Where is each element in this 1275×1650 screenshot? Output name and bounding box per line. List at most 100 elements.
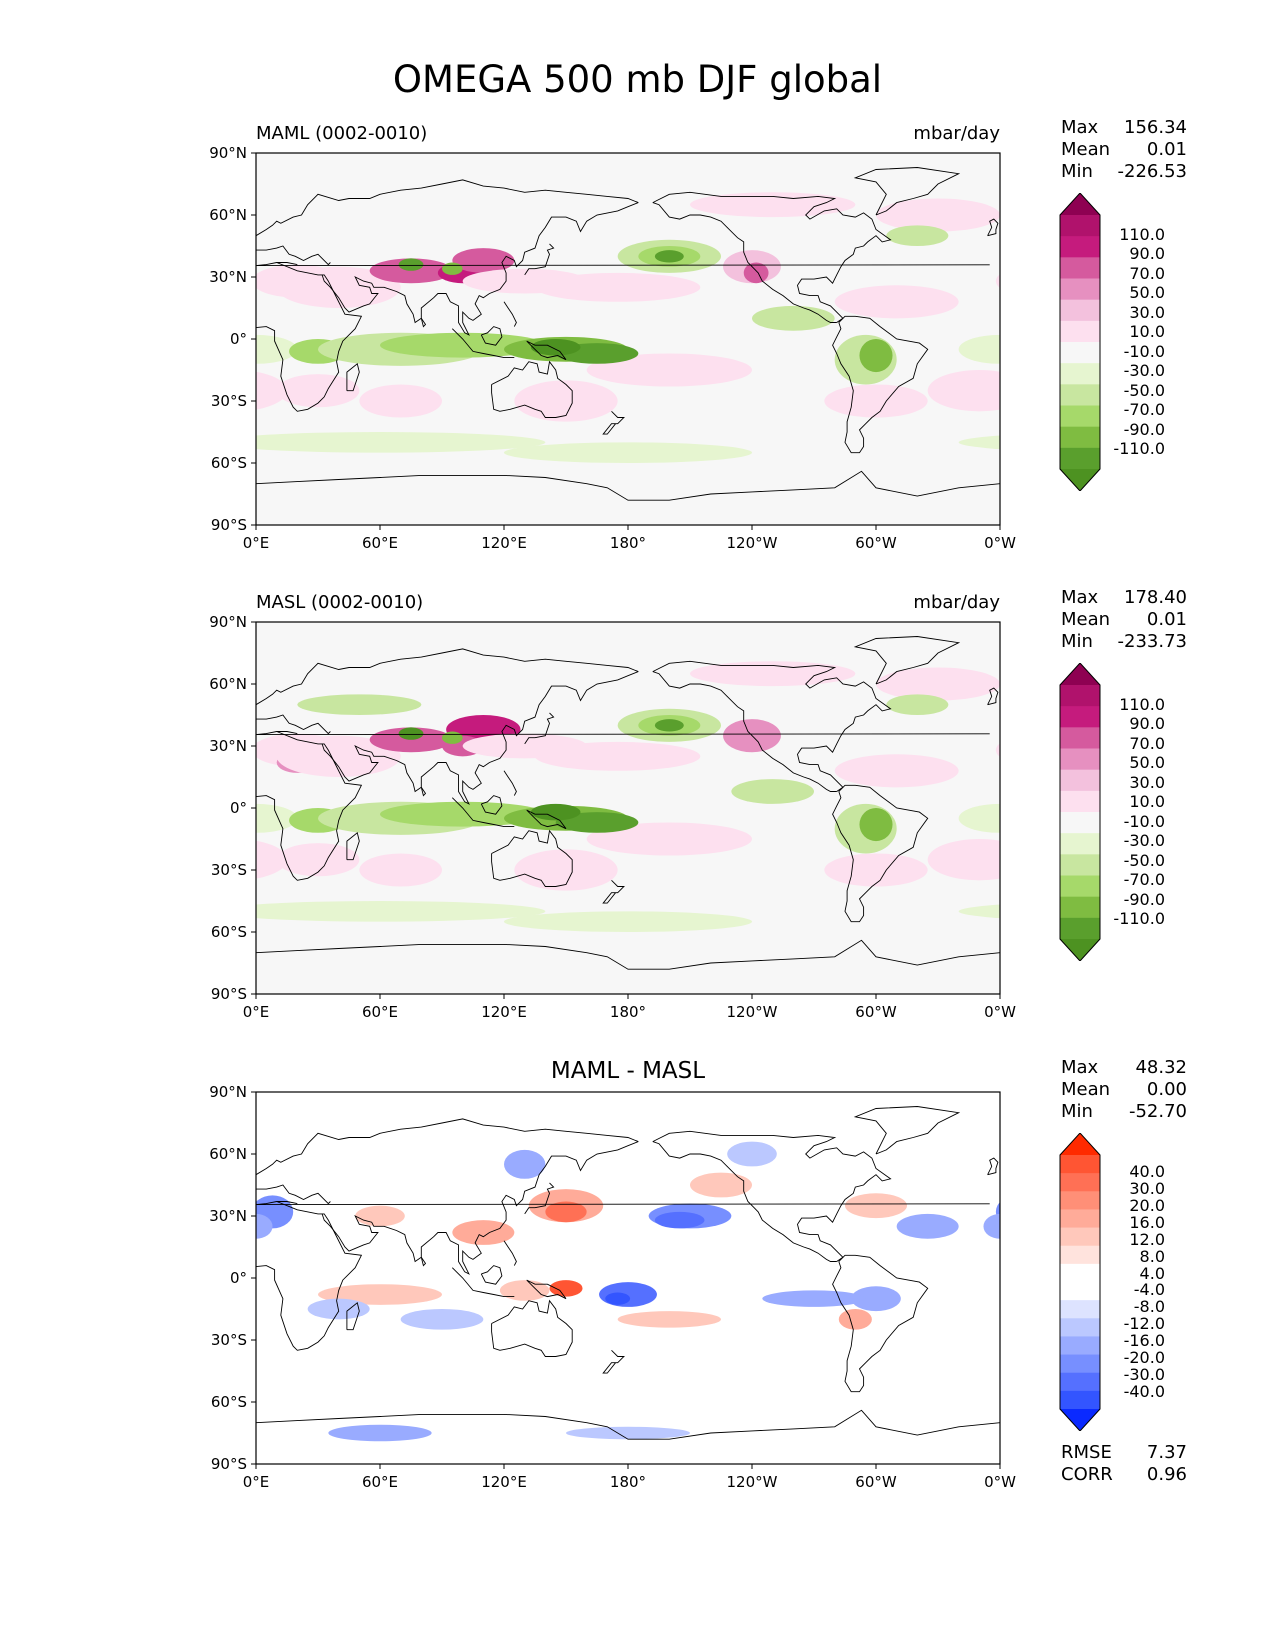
colorbar-segment bbox=[1060, 1173, 1100, 1192]
colorbar-extend-min bbox=[1060, 1409, 1100, 1431]
contour-region bbox=[586, 353, 752, 387]
colorbar-segment bbox=[1060, 384, 1100, 406]
panel-1-stats: Max 156.34 Mean 0.01 Min -226.53 bbox=[1061, 117, 1187, 183]
coastline bbox=[451, 328, 515, 359]
coastline bbox=[491, 829, 573, 887]
colorbar-tick-label: -16.0 bbox=[1123, 1331, 1165, 1351]
lon-tick-label: 0°W bbox=[984, 534, 1016, 552]
contour-region bbox=[876, 667, 1000, 701]
coastline bbox=[526, 809, 567, 830]
colorbar-segment bbox=[1060, 278, 1100, 301]
coastline bbox=[491, 1299, 573, 1357]
coastline bbox=[256, 648, 639, 706]
contour-region bbox=[328, 1424, 432, 1442]
contour-region bbox=[297, 694, 422, 715]
contour-region bbox=[380, 332, 546, 358]
contour-region bbox=[359, 853, 442, 887]
coastline bbox=[256, 245, 331, 266]
lon-tick-label: 120°E bbox=[481, 1003, 527, 1021]
contour-region bbox=[400, 1309, 484, 1330]
contour-region bbox=[586, 822, 752, 856]
coastline bbox=[256, 1409, 1000, 1440]
stat-min-label: Min bbox=[1061, 1101, 1093, 1122]
lon-tick-label: 60°W bbox=[855, 1003, 897, 1021]
colorbar-extend-max bbox=[1060, 1133, 1100, 1155]
contour-region bbox=[452, 1220, 515, 1245]
colorbar-tick-label: -20.0 bbox=[1123, 1348, 1165, 1368]
contour-region bbox=[958, 435, 1000, 450]
contour-region bbox=[654, 719, 684, 732]
corr-value: 0.96 bbox=[1146, 1464, 1187, 1485]
colorbar-segment bbox=[1060, 447, 1100, 470]
stat-mean-value: 0.00 bbox=[1146, 1079, 1187, 1100]
contour-region bbox=[256, 1213, 273, 1239]
lat-tick-label: 90°S bbox=[211, 1455, 247, 1473]
lon-tick-label: 0°E bbox=[243, 1003, 270, 1021]
contour-region bbox=[654, 1211, 705, 1229]
stat-max-value: 178.40 bbox=[1124, 587, 1187, 608]
contour-region bbox=[504, 1149, 546, 1179]
coastline bbox=[526, 340, 567, 361]
colorbar-extend-max bbox=[1060, 193, 1100, 215]
lon-tick-label: 0°W bbox=[984, 1473, 1016, 1491]
colorbar-segment bbox=[1060, 342, 1100, 364]
coastline bbox=[256, 179, 639, 237]
colorbar-tick-label: 30.0 bbox=[1129, 1178, 1165, 1198]
contour-region bbox=[256, 432, 546, 453]
lat-tick-label: 0° bbox=[230, 799, 247, 817]
colorbar-tick-label: 40.0 bbox=[1129, 1161, 1165, 1181]
colorbar-segment bbox=[1060, 1372, 1100, 1392]
stat-min-value: -233.73 bbox=[1117, 631, 1187, 652]
panel-3-colorbar-labels: 40.0 30.0 20.0 16.0 12.0 8.0 4.0 -4.0 -8.0 -12.0-… bbox=[1105, 1133, 1165, 1431]
coastline bbox=[503, 301, 517, 327]
coastline bbox=[420, 318, 427, 328]
contour-region bbox=[380, 801, 546, 827]
lat-tick-label: 60°S bbox=[211, 923, 247, 941]
colorbar-tick-label: 90.0 bbox=[1129, 244, 1165, 264]
colorbar-segment bbox=[1060, 426, 1100, 449]
contour-region bbox=[958, 904, 1000, 919]
stat-min-label: Min bbox=[1061, 631, 1093, 652]
panel-1-colorbar-labels: 110.0 90.0 70.0 50.0 30.0 10.0 -10.0 -30.0 -50.0… bbox=[1105, 193, 1165, 491]
contour-region bbox=[690, 192, 856, 218]
contour-region bbox=[398, 258, 424, 271]
lon-tick-label: 120°E bbox=[481, 534, 527, 552]
colorbar-segment bbox=[1060, 727, 1100, 749]
coastline bbox=[524, 243, 555, 276]
colorbar-outline bbox=[1059, 1133, 1101, 1431]
stat-mean-value: 0.01 bbox=[1146, 609, 1187, 630]
coastline bbox=[321, 671, 639, 805]
coastline bbox=[652, 671, 837, 792]
contour-region bbox=[859, 808, 893, 842]
contour-region bbox=[752, 305, 835, 331]
coastline bbox=[256, 731, 990, 736]
coastline bbox=[602, 879, 625, 904]
colorbar-tick-label: -30.0 bbox=[1123, 1365, 1165, 1385]
panel-1-map: 0°E 60°E 120°E 180° 120°W 60°W 0°W 90°N 60°N 30°N… bbox=[209, 144, 1016, 552]
lon-tick-label: 180° bbox=[610, 1473, 646, 1491]
colorbar-extend-min bbox=[1060, 939, 1100, 961]
colorbar-tick-label: 10.0 bbox=[1129, 792, 1165, 812]
contour-region bbox=[983, 1213, 1000, 1239]
contour-region bbox=[834, 285, 959, 319]
contour-region bbox=[535, 272, 701, 302]
stat-min-label: Min bbox=[1061, 161, 1093, 182]
contour-region bbox=[995, 743, 1000, 758]
contour-region bbox=[762, 1290, 866, 1307]
contour-region bbox=[727, 1141, 777, 1167]
rmse-value: 7.37 bbox=[1146, 1442, 1187, 1463]
panel-3-title: MAML - MASL bbox=[550, 1058, 706, 1084]
lat-tick-label: 90°N bbox=[209, 613, 247, 631]
coastline bbox=[480, 795, 503, 815]
lon-tick-label: 0°W bbox=[984, 1003, 1016, 1021]
coastline bbox=[256, 1184, 331, 1205]
contour-region bbox=[398, 727, 424, 740]
coastline bbox=[256, 939, 1000, 970]
coastline bbox=[491, 360, 573, 418]
colorbar-outline bbox=[1059, 193, 1101, 491]
stat-min-value: -226.53 bbox=[1117, 161, 1187, 182]
contour-region bbox=[504, 442, 752, 463]
contour-region bbox=[256, 334, 298, 364]
coastline bbox=[526, 1279, 567, 1300]
lat-tick-label: 60°N bbox=[209, 1145, 247, 1163]
